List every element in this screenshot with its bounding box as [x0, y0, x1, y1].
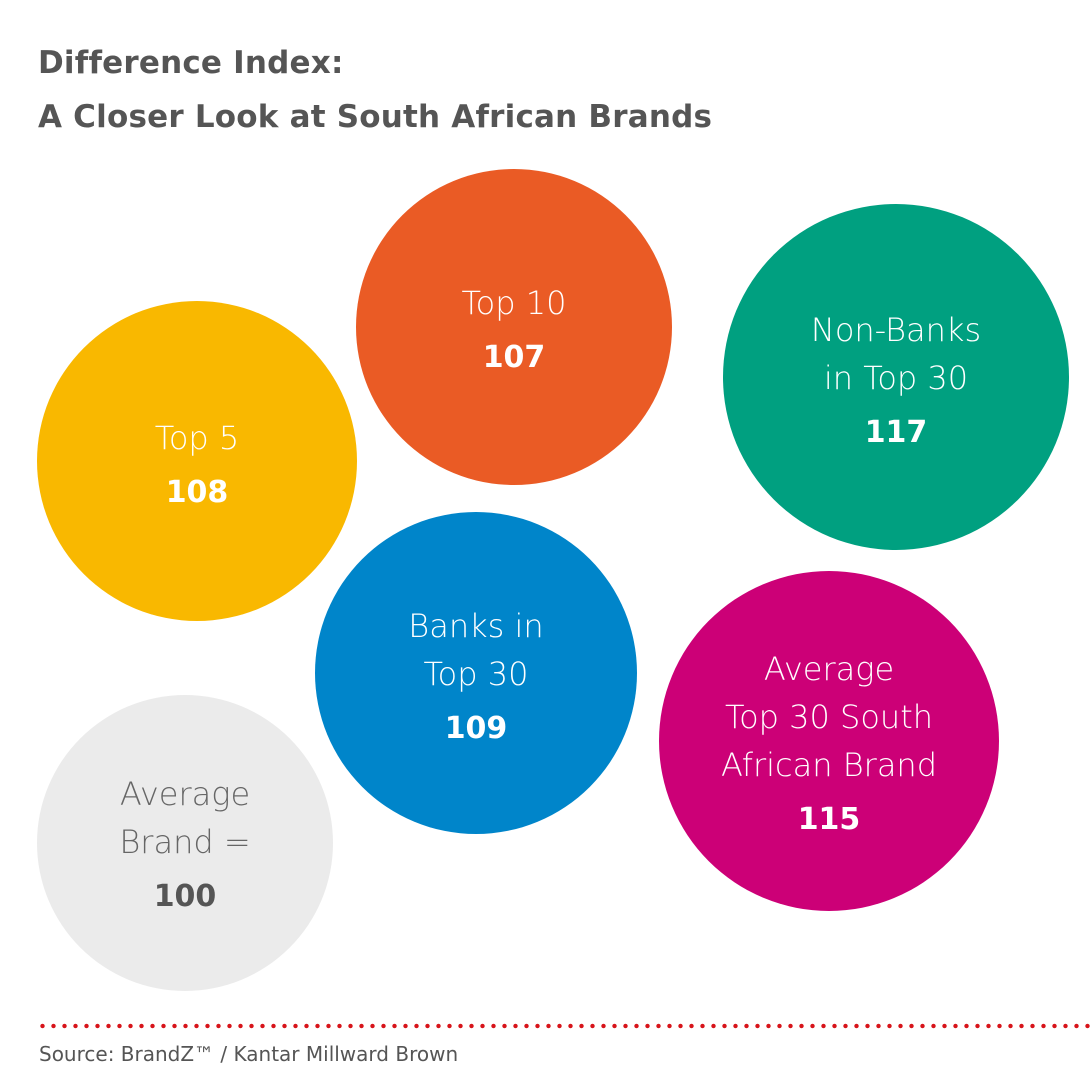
bubble-label: African Brand — [721, 746, 937, 784]
bubble-top-10: Top 10 107 — [356, 169, 672, 485]
bubble-value: 115 — [798, 802, 861, 837]
chart-title: Difference Index: A Closer Look at South… — [38, 36, 712, 144]
bubble-value: 109 — [445, 711, 508, 746]
bubble-label: Top 30 South — [725, 698, 933, 736]
bubble-value: 108 — [166, 475, 229, 510]
bubble-non-banks-in-top-30: Non-Banks in Top 30 117 — [723, 204, 1069, 550]
bubble-label: Brand = — [119, 823, 250, 861]
bubble-value: 117 — [865, 415, 928, 450]
bubble-circle — [659, 571, 999, 911]
bubble-label: Average — [120, 775, 250, 813]
bubble-value: 100 — [154, 879, 217, 914]
bubble-label: Top 5 — [155, 419, 240, 457]
bubble-circle — [723, 204, 1069, 550]
bubble-circle — [315, 512, 637, 834]
bubble-average-brand: Average Brand = 100 — [37, 695, 333, 991]
title-line-2: A Closer Look at South African Brands — [38, 99, 713, 135]
bubble-label: Top 10 — [462, 284, 567, 322]
bubble-banks-in-top-30: Banks in Top 30 109 — [315, 512, 637, 834]
bubble-circle — [37, 301, 357, 621]
bubble-label: Banks in — [408, 607, 543, 645]
source-note: Source: BrandZ™ / Kantar Millward Brown — [39, 1042, 459, 1066]
bubble-label: in Top 30 — [824, 359, 968, 397]
dotted-divider — [37, 1023, 1090, 1029]
bubble-average-top-30-south-african-brand: Average Top 30 South African Brand 115 — [659, 571, 999, 911]
bubble-label: Top 30 — [424, 655, 529, 693]
bubble-label: Non-Banks — [811, 311, 981, 349]
title-line-1: Difference Index: — [38, 45, 344, 81]
bubble-top-5: Top 5 108 — [37, 301, 357, 621]
bubble-label: Average — [764, 650, 894, 688]
bubble-circle — [356, 169, 672, 485]
bubble-value: 107 — [483, 340, 546, 375]
bubble-circle — [37, 695, 333, 991]
